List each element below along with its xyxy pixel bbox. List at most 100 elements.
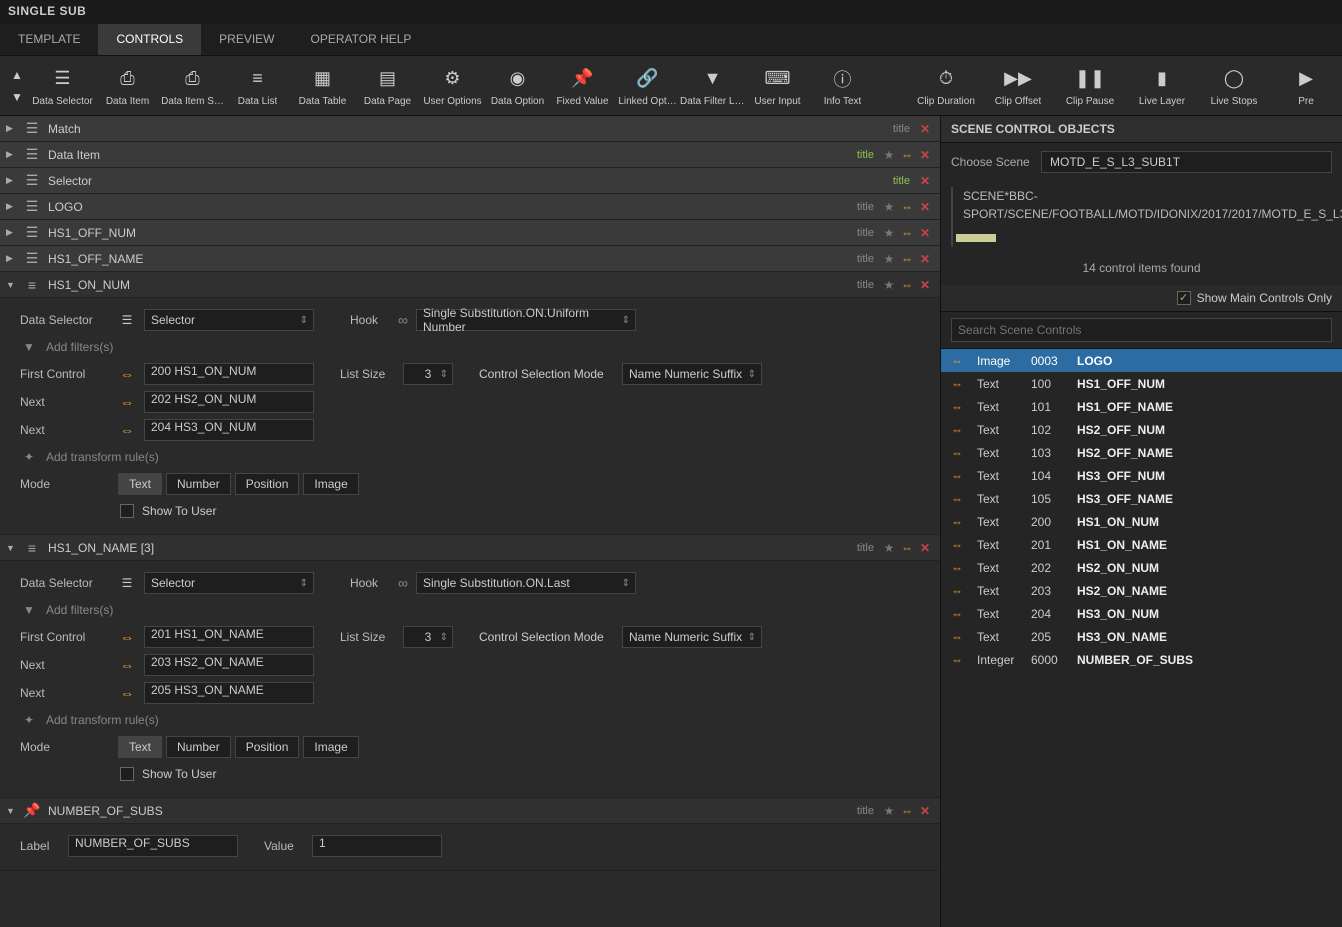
close-icon[interactable]: ✕ — [916, 278, 934, 292]
mode-image-button[interactable]: Image — [303, 473, 358, 495]
tab-template[interactable]: TEMPLATE — [0, 24, 98, 55]
tool-data-item[interactable]: ⎙Data Item — [95, 65, 160, 107]
csm-dropdown[interactable]: Name Numeric Suffix — [622, 626, 762, 648]
hook-dropdown[interactable]: Single Substitution.ON.Last — [416, 572, 636, 594]
tool-data-table[interactable]: ▦Data Table — [290, 65, 355, 107]
caret-right-icon[interactable]: ▶ — [6, 253, 20, 264]
star-icon[interactable]: ★ — [880, 200, 898, 214]
control-item-hs2_off_name[interactable]: ⇔Text103HS2_OFF_NAME — [941, 441, 1342, 464]
close-icon[interactable]: ✕ — [916, 252, 934, 266]
mode-position-button[interactable]: Position — [235, 736, 300, 758]
close-icon[interactable]: ✕ — [916, 148, 934, 162]
first-control-input[interactable]: 200 HS1_ON_NUM — [144, 363, 314, 385]
close-icon[interactable]: ✕ — [916, 541, 934, 555]
tool-fixed-value[interactable]: 📌Fixed Value — [550, 65, 615, 107]
control-item-hs1_on_name[interactable]: ⇔Text201HS1_ON_NAME — [941, 533, 1342, 556]
mode-position-button[interactable]: Position — [235, 473, 300, 495]
control-item-logo[interactable]: ⇔Image0003LOGO — [941, 349, 1342, 372]
tool-user-options[interactable]: ⚙User Options — [420, 65, 485, 107]
tab-operator-help[interactable]: OPERATOR HELP — [293, 24, 430, 55]
hook-dropdown[interactable]: Single Substitution.ON.Uniform Number — [416, 309, 636, 331]
list-size-input[interactable]: 3 — [403, 363, 453, 385]
row-data-item[interactable]: ▶☰Data Itemtitle★⇔✕ — [0, 142, 940, 168]
add-filters-label[interactable]: Add filters(s) — [46, 340, 113, 354]
csm-dropdown[interactable]: Name Numeric Suffix — [622, 363, 762, 385]
tool-data-page[interactable]: ▤Data Page — [355, 65, 420, 107]
row-match[interactable]: ▶☰Matchtitle✕ — [0, 116, 940, 142]
control-item-hs3_on_name[interactable]: ⇔Text205HS3_ON_NAME — [941, 625, 1342, 648]
caret-right-icon[interactable]: ▶ — [6, 175, 20, 186]
control-item-hs2_off_num[interactable]: ⇔Text102HS2_OFF_NUM — [941, 418, 1342, 441]
control-item-hs1_off_num[interactable]: ⇔Text100HS1_OFF_NUM — [941, 372, 1342, 395]
row-number-of-subs[interactable]: ▼ 📌 NUMBER_OF_SUBS title ★ ⇔ ✕ — [0, 798, 940, 824]
tool-clip-offset[interactable]: ▶▶Clip Offset — [982, 65, 1054, 107]
caret-down-icon[interactable]: ▼ — [6, 543, 20, 553]
row-hs1-on-num[interactable]: ▼ ≡ HS1_ON_NUM title ★ ⇔ ✕ — [0, 272, 940, 298]
star-icon[interactable]: ★ — [880, 278, 898, 292]
link-icon[interactable]: ⇔ — [898, 541, 916, 555]
close-icon[interactable]: ✕ — [916, 174, 934, 188]
link-icon[interactable]: ⇔ — [898, 148, 916, 162]
transform-icon[interactable]: ✦ — [20, 450, 38, 464]
show-to-user-checkbox[interactable] — [120, 504, 134, 518]
control-item-hs3_off_num[interactable]: ⇔Text104HS3_OFF_NUM — [941, 464, 1342, 487]
caret-down-icon[interactable]: ▼ — [6, 280, 20, 290]
selector-dropdown[interactable]: Selector — [144, 572, 314, 594]
control-item-hs1_off_name[interactable]: ⇔Text101HS1_OFF_NAME — [941, 395, 1342, 418]
tool-user-input[interactable]: ⌨User Input — [745, 65, 810, 107]
row-hs1-on-name[interactable]: ▼ ≡ HS1_ON_NAME [3] title ★ ⇔ ✕ — [0, 535, 940, 561]
star-icon[interactable]: ★ — [880, 541, 898, 555]
next-input-1[interactable]: 203 HS2_ON_NAME — [144, 654, 314, 676]
tool-pre[interactable]: ▶Pre — [1270, 65, 1342, 107]
tool-clip-duration[interactable]: ⏱Clip Duration — [910, 65, 982, 107]
link-icon[interactable]: ⇔ — [898, 252, 916, 266]
tab-preview[interactable]: PREVIEW — [201, 24, 292, 55]
caret-right-icon[interactable]: ▶ — [6, 123, 20, 134]
next-input-1[interactable]: 202 HS2_ON_NUM — [144, 391, 314, 413]
list-size-input[interactable]: 3 — [403, 626, 453, 648]
selector-dropdown[interactable]: Selector — [144, 309, 314, 331]
tool-data-list[interactable]: ≡Data List — [225, 65, 290, 107]
filter-icon[interactable]: ▼ — [20, 340, 38, 354]
star-icon[interactable]: ★ — [880, 804, 898, 818]
star-icon[interactable]: ★ — [880, 226, 898, 240]
tool-live-stops[interactable]: ◯Live Stops — [1198, 65, 1270, 107]
close-icon[interactable]: ✕ — [916, 226, 934, 240]
caret-right-icon[interactable]: ▶ — [6, 149, 20, 160]
search-scene-input[interactable] — [951, 318, 1332, 342]
star-icon[interactable]: ★ — [880, 252, 898, 266]
caret-down-icon[interactable]: ▼ — [6, 806, 20, 816]
control-item-hs2_on_name[interactable]: ⇔Text203HS2_ON_NAME — [941, 579, 1342, 602]
next-input-2[interactable]: 205 HS3_ON_NAME — [144, 682, 314, 704]
show-main-checkbox[interactable]: ✓ — [1177, 291, 1191, 305]
value-input[interactable]: 1 — [312, 835, 442, 857]
close-icon[interactable]: ✕ — [916, 200, 934, 214]
tool-clip-pause[interactable]: ❚❚Clip Pause — [1054, 65, 1126, 107]
tool-data-selector[interactable]: ☰Data Selector — [30, 65, 95, 107]
tool-data-filter-li-[interactable]: ▼Data Filter Li… — [680, 65, 745, 107]
tool-data-option[interactable]: ◉Data Option — [485, 65, 550, 107]
mode-text-button[interactable]: Text — [118, 473, 162, 495]
add-filters-label[interactable]: Add filters(s) — [46, 603, 113, 617]
caret-right-icon[interactable]: ▶ — [6, 201, 20, 212]
tab-controls[interactable]: CONTROLS — [98, 24, 201, 55]
next-input-2[interactable]: 204 HS3_ON_NUM — [144, 419, 314, 441]
control-item-hs1_on_num[interactable]: ⇔Text200HS1_ON_NUM — [941, 510, 1342, 533]
tool-linked-opt-[interactable]: 🔗Linked Opt… — [615, 65, 680, 107]
scroll-down-icon[interactable]: ▼ — [11, 90, 23, 104]
first-control-input[interactable]: 201 HS1_ON_NAME — [144, 626, 314, 648]
mode-text-button[interactable]: Text — [118, 736, 162, 758]
link-icon[interactable]: ⇔ — [898, 226, 916, 240]
control-item-hs3_on_num[interactable]: ⇔Text204HS3_ON_NUM — [941, 602, 1342, 625]
control-item-hs2_on_num[interactable]: ⇔Text202HS2_ON_NUM — [941, 556, 1342, 579]
filter-icon[interactable]: ▼ — [20, 603, 38, 617]
mode-image-button[interactable]: Image — [303, 736, 358, 758]
close-icon[interactable]: ✕ — [916, 122, 934, 136]
scroll-up-icon[interactable]: ▲ — [11, 68, 23, 82]
mode-number-button[interactable]: Number — [166, 736, 231, 758]
add-transform-label[interactable]: Add transform rule(s) — [46, 713, 159, 727]
row-hs1-off-num[interactable]: ▶☰HS1_OFF_NUMtitle★⇔✕ — [0, 220, 940, 246]
link-icon[interactable]: ⇔ — [898, 200, 916, 214]
label-input[interactable]: NUMBER_OF_SUBS — [68, 835, 238, 857]
row-logo[interactable]: ▶☰LOGOtitle★⇔✕ — [0, 194, 940, 220]
